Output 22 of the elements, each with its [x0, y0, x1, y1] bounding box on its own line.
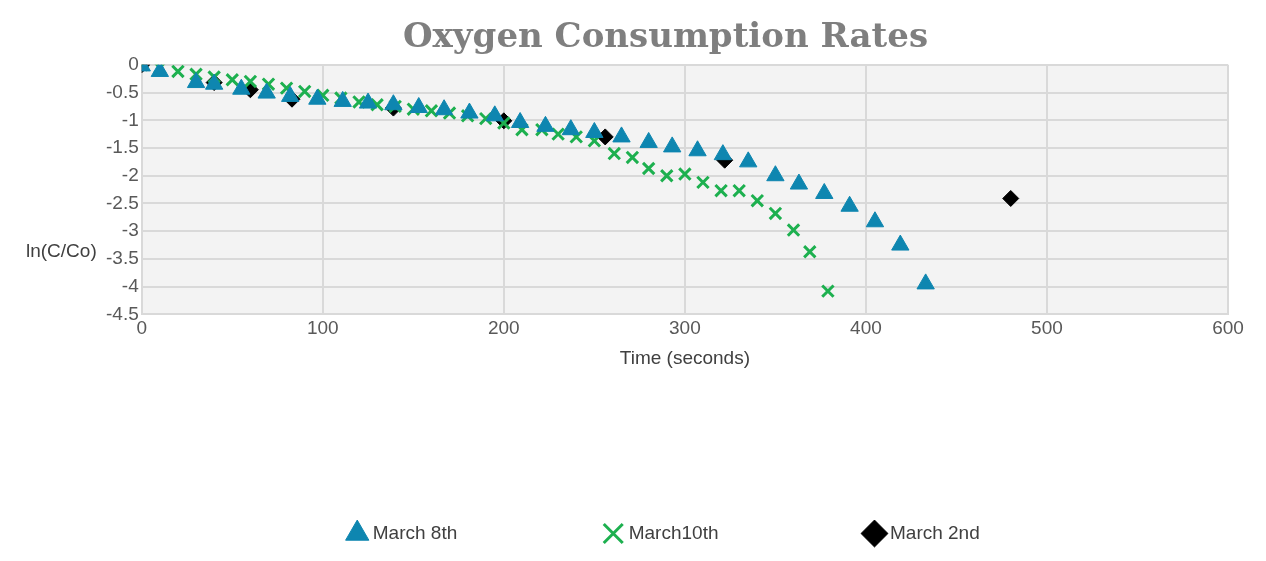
y-tick-label: -0.5: [105, 80, 139, 102]
x-tick-label: 400: [850, 317, 882, 339]
x-tick-label: 100: [306, 317, 339, 339]
y-tick-label: -1.5: [105, 136, 139, 158]
x-tick-label: 200: [487, 317, 520, 339]
y-tick-label: -2.5: [105, 191, 139, 213]
y-tick-label: -3.5: [105, 247, 139, 269]
y-tick-label: -3: [121, 219, 139, 241]
y-tick-label: -1: [121, 108, 139, 130]
y-axis-title: ln(C/Co): [26, 240, 97, 262]
legend-label: March 8th: [372, 521, 458, 543]
chart-title: Oxygen Consumption Rates: [402, 15, 929, 56]
x-tick-label: 500: [1031, 317, 1063, 339]
legend-label: March 2nd: [889, 521, 980, 543]
x-tick-label: 300: [669, 317, 701, 339]
y-tick-label: -2: [121, 163, 139, 185]
y-tick-label: -4: [121, 274, 140, 296]
x-axis-title: Time (seconds): [619, 346, 750, 368]
legend-label: March10th: [628, 521, 719, 543]
x-tick-label: 600: [1212, 317, 1244, 339]
y-tick-label: 0: [128, 53, 139, 75]
y-tick-label: -4.5: [105, 302, 139, 324]
